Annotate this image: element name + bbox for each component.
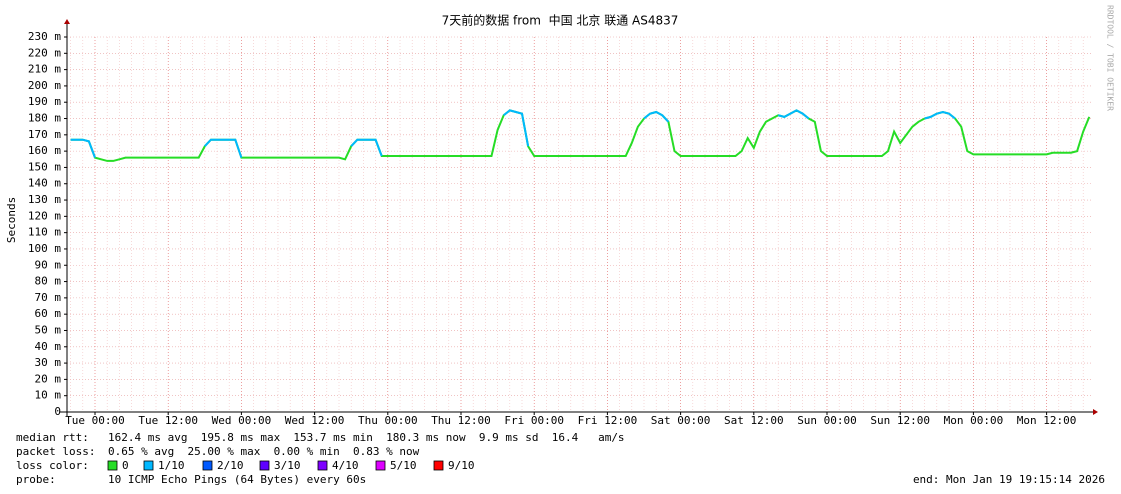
x-tick-label: Thu 12:00 — [431, 414, 491, 427]
loss-label: loss color: — [16, 459, 89, 472]
y-tick-label: 20 m — [35, 372, 62, 385]
y-tick-label: 190 m — [28, 95, 61, 108]
legend-swatch — [317, 460, 328, 471]
y-tick-label: 160 m — [28, 144, 61, 157]
x-tick-label: Mon 12:00 — [1017, 414, 1077, 427]
stats-text: 162.4 ms avg 195.8 ms max 153.7 ms min 1… — [108, 431, 625, 444]
y-axis-label: Seconds — [5, 197, 18, 243]
y-tick-label: 180 m — [28, 112, 61, 125]
y-tick-label: 150 m — [28, 160, 61, 173]
legend-label: 5/10 — [390, 459, 417, 472]
x-tick-label: Thu 00:00 — [358, 414, 418, 427]
loss-overlay — [503, 109, 530, 147]
y-axis-arrow — [64, 19, 70, 24]
legend-swatch — [107, 460, 118, 471]
legend-swatch — [143, 460, 154, 471]
x-tick-label: Fri 12:00 — [578, 414, 638, 427]
x-tick-label: Sat 00:00 — [651, 414, 711, 427]
x-axis-arrow — [1093, 409, 1098, 415]
y-tick-label: 110 m — [28, 226, 61, 239]
grid: 0 10 m 20 m 30 m 40 m 50 m 60 m 70 m 80 m 90 m 100… — [28, 30, 1092, 427]
stats-label: median rtt: — [16, 431, 89, 444]
y-tick-label: 70 m — [35, 291, 62, 304]
x-tick-label: Sun 00:00 — [797, 414, 857, 427]
y-tick-label: 90 m — [35, 258, 62, 271]
y-tick-label: 50 m — [35, 323, 62, 336]
legend-label: 0 — [122, 459, 129, 472]
probe-text: 10 ICMP Echo Pings (64 Bytes) every 60s — [108, 473, 366, 486]
end-time: end: Mon Jan 19 19:15:14 2026 — [913, 473, 1105, 486]
x-tick-label: Fri 00:00 — [504, 414, 564, 427]
legend-label: 4/10 — [332, 459, 359, 472]
loss-overlay — [350, 138, 383, 157]
y-tick-label: 210 m — [28, 63, 61, 76]
stats-text: 0.65 % avg 25.00 % max 0.00 % min 0.83 %… — [108, 445, 420, 458]
y-tick-label: 140 m — [28, 177, 61, 190]
x-tick-label: Tue 00:00 — [65, 414, 125, 427]
y-tick-label: 200 m — [28, 79, 61, 92]
legend-swatch — [433, 460, 444, 471]
x-tick-label: Wed 00:00 — [212, 414, 272, 427]
x-tick-label: Wed 12:00 — [285, 414, 345, 427]
x-tick-label: Mon 00:00 — [944, 414, 1004, 427]
watermark: RRDTOOL / TOBI OETIKER — [1106, 5, 1115, 111]
y-tick-label: 220 m — [28, 46, 61, 59]
legend-label: 1/10 — [158, 459, 185, 472]
y-tick-label: 130 m — [28, 193, 61, 206]
legend-swatch — [202, 460, 213, 471]
y-tick-label: 100 m — [28, 242, 61, 255]
legend-swatch — [375, 460, 386, 471]
y-tick-label: 40 m — [35, 340, 62, 353]
loss-overlay — [70, 138, 96, 159]
legend-swatch — [259, 460, 270, 471]
y-tick-label: 120 m — [28, 209, 61, 222]
x-tick-label: Tue 12:00 — [138, 414, 198, 427]
loss-overlay — [777, 109, 810, 120]
chart-title: 7天前的数据 from 中国 北京 联通 AS4837 — [442, 13, 679, 28]
legend-label: 9/10 — [448, 459, 475, 472]
legend: median rtt: 162.4 ms avg 195.8 ms max 153… — [16, 431, 1105, 486]
y-tick-label: 0 — [54, 405, 61, 418]
loss-overlay — [924, 110, 956, 120]
y-tick-label: 60 m — [35, 307, 62, 320]
y-tick-label: 30 m — [35, 356, 62, 369]
loss-overlay — [204, 138, 243, 158]
legend-label: 2/10 — [217, 459, 244, 472]
stats-label: packet loss: — [16, 445, 95, 458]
plot — [70, 109, 1091, 162]
x-tick-label: Sun 12:00 — [870, 414, 930, 427]
loss-overlay — [643, 110, 670, 123]
y-tick-label: 170 m — [28, 128, 61, 141]
y-tick-label: 10 m — [35, 389, 62, 402]
y-tick-label: 80 m — [35, 275, 62, 288]
y-tick-label: 230 m — [28, 30, 61, 43]
legend-label: 3/10 — [274, 459, 301, 472]
probe-label: probe: — [16, 473, 56, 486]
x-tick-label: Sat 12:00 — [724, 414, 784, 427]
